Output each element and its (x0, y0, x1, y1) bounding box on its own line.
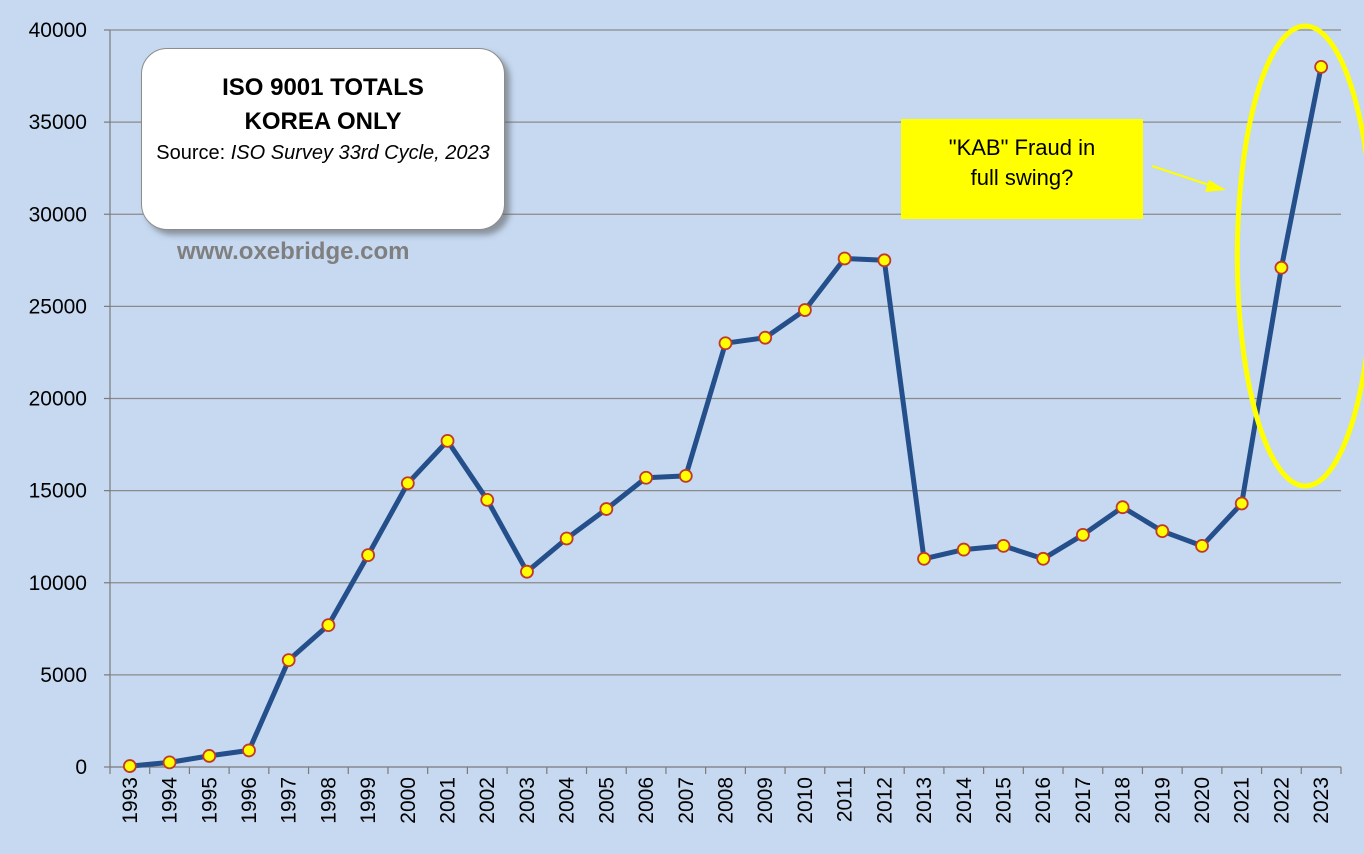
data-point (1195, 539, 1209, 553)
x-tick-label: 2004 (556, 777, 579, 824)
data-point (1075, 527, 1090, 542)
data-point (758, 330, 773, 345)
x-tick-label: 1993 (119, 777, 142, 824)
chart-title: ISO 9001 TOTALS (222, 74, 424, 101)
x-tick-label: 1996 (238, 777, 261, 824)
data-point (1036, 551, 1051, 566)
y-tick-label: 30000 (29, 203, 87, 226)
callout-line-2: full swing? (970, 165, 1074, 190)
data-point (718, 336, 733, 351)
chart-title-box: ISO 9001 TOTALS KOREA ONLY Source: ISO S… (141, 48, 505, 230)
data-point (996, 539, 1011, 553)
y-tick-label: 15000 (29, 480, 87, 503)
data-point (480, 492, 495, 507)
x-tick-label: 2002 (476, 777, 499, 824)
data-point (321, 618, 336, 633)
x-tick-labels: 1993 1994 1995 1996 1997 1998 1999 2000 2001 2002… (119, 777, 1333, 824)
data-point (599, 502, 614, 516)
data-point (162, 755, 177, 770)
data-point (122, 759, 137, 773)
y-tick-label: 40000 (29, 19, 87, 42)
source-note: Source: ISO Survey 33rd Cycle, 2023 (142, 139, 504, 168)
data-point (678, 468, 693, 483)
website-watermark: www.oxebridge.com (177, 238, 410, 265)
callout-arrow-head (1205, 180, 1226, 192)
axes (104, 29, 1342, 774)
data-point (400, 476, 415, 491)
x-tick-label: 1999 (357, 777, 380, 824)
data-point (877, 253, 892, 268)
source-citation: ISO Survey 33rd Cycle, 2023 (230, 142, 490, 164)
x-tick-label: 2007 (675, 777, 698, 824)
x-tick-label: 2011 (834, 777, 857, 822)
y-tick-label: 20000 (29, 388, 87, 411)
y-tick-label: 10000 (29, 572, 87, 595)
y-tick-label: 25000 (29, 295, 87, 318)
chart-subtitle: KOREA ONLY (244, 108, 402, 135)
y-tick-label: 0 (75, 756, 87, 779)
data-point (202, 749, 217, 763)
data-point (242, 743, 256, 758)
x-tick-label: 2020 (1191, 777, 1214, 824)
data-point (281, 653, 296, 668)
data-point (917, 551, 931, 566)
x-tick-label: 2003 (516, 777, 539, 824)
source-prefix: Source: (156, 142, 231, 164)
annotations (1151, 23, 1364, 489)
x-tick-label: 1998 (317, 777, 340, 824)
x-tick-label: 1997 (278, 777, 301, 824)
data-point (361, 548, 376, 563)
x-tick-label: 2013 (913, 777, 936, 824)
data-point (1234, 496, 1249, 511)
data-point (1115, 500, 1130, 515)
data-point (798, 303, 812, 317)
x-tick-label: 2000 (397, 777, 420, 824)
series (122, 59, 1329, 773)
data-point (837, 251, 852, 266)
callout-arrow-line (1151, 165, 1213, 187)
y-tick-label: 5000 (40, 664, 87, 687)
data-point (1155, 524, 1170, 539)
x-tick-label: 2019 (1151, 777, 1174, 824)
x-tick-label: 2018 (1112, 777, 1135, 824)
highlight-ellipse (1234, 23, 1364, 489)
data-point (1274, 260, 1289, 275)
x-tick-label: 1995 (198, 777, 221, 824)
x-tick-label: 2014 (953, 777, 976, 824)
x-tick-label: 1994 (159, 777, 182, 824)
x-tick-label: 2023 (1310, 777, 1333, 824)
x-tick-label: 2001 (437, 777, 460, 824)
y-tick-labels: 0 5000 10000 15000 20000 25000 30000 35000 40000 (29, 19, 87, 779)
data-point (520, 564, 534, 579)
data-point (639, 470, 653, 485)
data-point (1314, 59, 1329, 74)
data-point (440, 433, 455, 448)
x-tick-label: 2005 (595, 777, 618, 824)
x-tick-label: 2016 (1032, 777, 1055, 824)
x-tick-label: 2008 (715, 777, 738, 824)
x-tick-label: 2009 (754, 777, 777, 824)
data-point (559, 531, 574, 546)
x-tick-label: 2006 (635, 777, 658, 824)
data-point (956, 542, 971, 557)
x-tick-label: 2015 (992, 777, 1015, 824)
fraud-callout: "KAB" Fraud in full swing? (901, 119, 1143, 219)
x-tick-label: 2010 (794, 777, 817, 824)
x-tick-label: 2012 (873, 777, 896, 824)
x-tick-label: 2021 (1231, 777, 1254, 824)
x-tick-label: 2017 (1072, 777, 1095, 824)
y-tick-label: 35000 (29, 111, 87, 134)
x-tick-label: 2022 (1270, 777, 1293, 824)
callout-line-1: "KAB" Fraud in (948, 135, 1096, 160)
